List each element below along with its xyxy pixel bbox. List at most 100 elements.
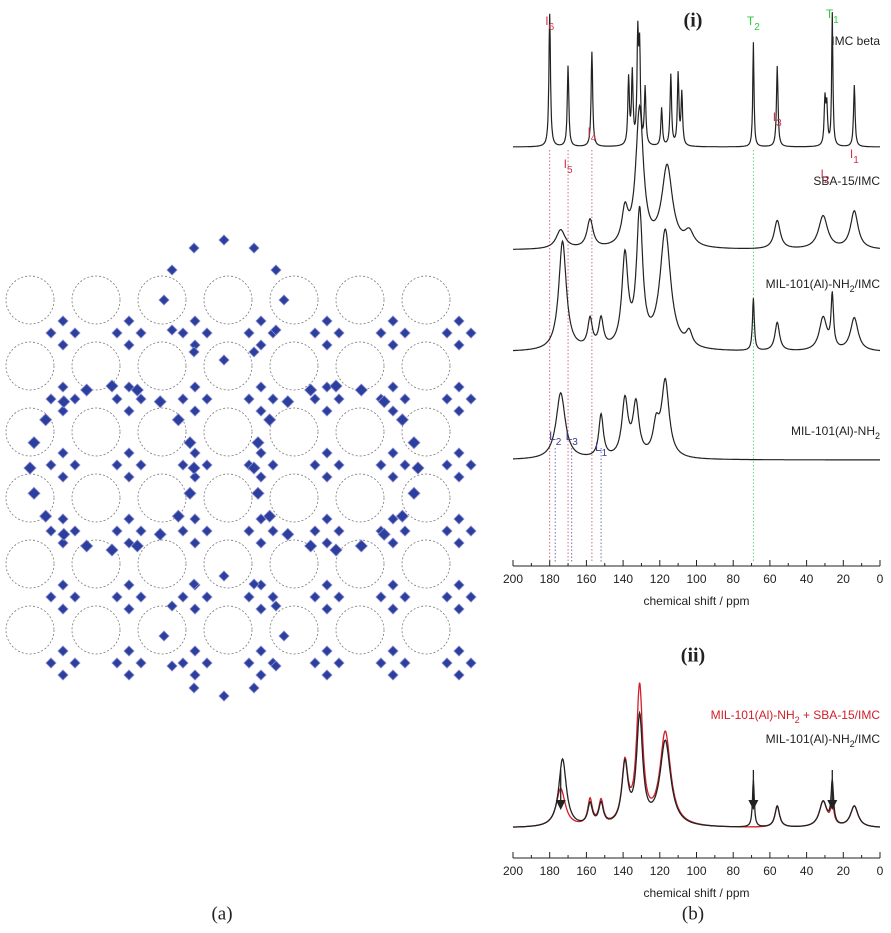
arrow-head bbox=[748, 800, 759, 810]
peak-label-main: L bbox=[595, 440, 602, 454]
cage bbox=[335, 539, 385, 589]
node bbox=[281, 527, 295, 541]
peak-label: I1 bbox=[850, 147, 859, 166]
node bbox=[158, 630, 170, 642]
node bbox=[399, 459, 411, 471]
cage bbox=[71, 539, 121, 589]
node bbox=[329, 379, 343, 393]
node bbox=[57, 447, 69, 459]
node bbox=[453, 315, 465, 327]
node bbox=[251, 436, 265, 450]
legend-entry: MIL-101(Al)-NH2 + SBA-15/IMC bbox=[711, 708, 881, 725]
x-tick-label: 40 bbox=[800, 864, 814, 878]
node bbox=[321, 315, 333, 327]
node bbox=[201, 459, 213, 471]
peak-label: I5 bbox=[564, 157, 573, 176]
node bbox=[111, 591, 123, 603]
node bbox=[321, 405, 333, 417]
node bbox=[255, 405, 267, 417]
node bbox=[465, 327, 477, 339]
node bbox=[158, 294, 170, 306]
node bbox=[333, 591, 345, 603]
node bbox=[387, 405, 399, 417]
node bbox=[465, 657, 477, 669]
node bbox=[243, 393, 255, 405]
cage bbox=[203, 341, 253, 391]
node bbox=[218, 690, 230, 702]
peak-label-main: L bbox=[549, 429, 556, 443]
cage bbox=[137, 539, 187, 589]
node bbox=[201, 591, 213, 603]
node bbox=[387, 645, 399, 657]
legend-entry-part: 2 bbox=[850, 739, 855, 749]
node bbox=[465, 525, 477, 537]
node bbox=[123, 339, 135, 351]
node bbox=[135, 327, 147, 339]
node bbox=[278, 630, 290, 642]
node bbox=[333, 327, 345, 339]
node bbox=[441, 657, 453, 669]
x-tick-label: 180 bbox=[540, 572, 560, 586]
cage bbox=[5, 275, 55, 325]
x-tick-label: 200 bbox=[503, 864, 523, 878]
node bbox=[188, 578, 200, 590]
peak-label-main: I bbox=[773, 110, 776, 124]
peak-label-main: T bbox=[747, 14, 755, 28]
node bbox=[123, 645, 135, 657]
node bbox=[321, 513, 333, 525]
node bbox=[69, 327, 81, 339]
spectrum bbox=[513, 12, 880, 148]
node bbox=[177, 525, 189, 537]
node bbox=[80, 383, 94, 397]
spectrum bbox=[512, 205, 880, 352]
node bbox=[105, 379, 119, 393]
peak-label-sub: 3 bbox=[572, 437, 578, 448]
peak-label-main: I bbox=[820, 167, 823, 181]
node bbox=[218, 234, 230, 246]
node bbox=[387, 471, 399, 483]
legend-entry: MIL-101(Al)-NH2/IMC bbox=[766, 732, 881, 749]
node bbox=[111, 459, 123, 471]
node bbox=[309, 393, 321, 405]
node bbox=[171, 413, 185, 427]
spectrum-label: MIL-101(Al)-NH2 bbox=[791, 424, 880, 441]
node bbox=[387, 603, 399, 615]
node bbox=[135, 459, 147, 471]
node bbox=[321, 447, 333, 459]
x-axis-label: chemical shift / ppm bbox=[643, 886, 749, 900]
x-tick-label: 180 bbox=[540, 864, 560, 878]
node bbox=[375, 327, 387, 339]
legend-entry-part: 2 bbox=[795, 715, 800, 725]
node bbox=[267, 459, 279, 471]
node bbox=[270, 660, 282, 672]
node bbox=[270, 324, 282, 336]
node bbox=[453, 447, 465, 459]
node bbox=[177, 459, 189, 471]
node bbox=[377, 395, 391, 409]
x-tick-label: 120 bbox=[650, 572, 670, 586]
node bbox=[267, 525, 279, 537]
node bbox=[123, 603, 135, 615]
x-tick-label: 100 bbox=[686, 572, 706, 586]
node bbox=[441, 393, 453, 405]
peak-label-main: I bbox=[850, 147, 853, 161]
node bbox=[304, 383, 318, 397]
node bbox=[57, 645, 69, 657]
node bbox=[183, 436, 197, 450]
node bbox=[248, 578, 260, 590]
x-tick-label: 100 bbox=[686, 864, 706, 878]
node bbox=[255, 381, 267, 393]
spectrum-label-part: IMC beta bbox=[831, 34, 880, 48]
cage bbox=[71, 275, 121, 325]
node bbox=[387, 315, 399, 327]
node bbox=[57, 405, 69, 417]
spectrum-label-part: SBA-15/IMC bbox=[813, 174, 880, 188]
node bbox=[395, 509, 409, 523]
node bbox=[255, 603, 267, 615]
node bbox=[375, 459, 387, 471]
cage bbox=[269, 473, 319, 523]
node bbox=[69, 459, 81, 471]
cage bbox=[137, 407, 187, 457]
node bbox=[453, 537, 465, 549]
node bbox=[453, 471, 465, 483]
